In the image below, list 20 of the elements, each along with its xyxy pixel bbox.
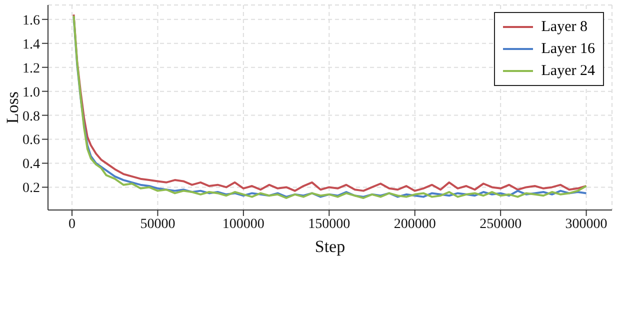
y-tick-label: 1.6 <box>22 13 40 28</box>
legend-label: Layer 8 <box>541 18 588 36</box>
x-tick-label: 150000 <box>308 216 350 232</box>
x-axis-title: Step <box>314 237 346 256</box>
x-tick-label: 250000 <box>480 216 522 232</box>
x-tick-label: 0 <box>68 216 76 232</box>
y-axis-title: Loss <box>3 91 22 124</box>
y-tick-label: 0.2 <box>22 181 40 196</box>
x-tick-label: 300000 <box>565 216 608 232</box>
y-tick-label: 1.0 <box>22 85 40 100</box>
x-tick-label: 50000 <box>140 216 176 232</box>
x-tick-label: 100000 <box>222 216 264 232</box>
legend-label: Layer 24 <box>541 62 595 80</box>
y-tick-label: 0.4 <box>22 157 40 172</box>
x-tick-label: 200000 <box>394 216 436 232</box>
y-tick-label: 0.8 <box>22 109 40 124</box>
y-tick-label: 1.2 <box>22 61 40 76</box>
y-tick-label: 1.4 <box>22 37 40 52</box>
y-tick-label: 0.6 <box>22 133 40 148</box>
legend-label: Layer 16 <box>541 40 595 58</box>
